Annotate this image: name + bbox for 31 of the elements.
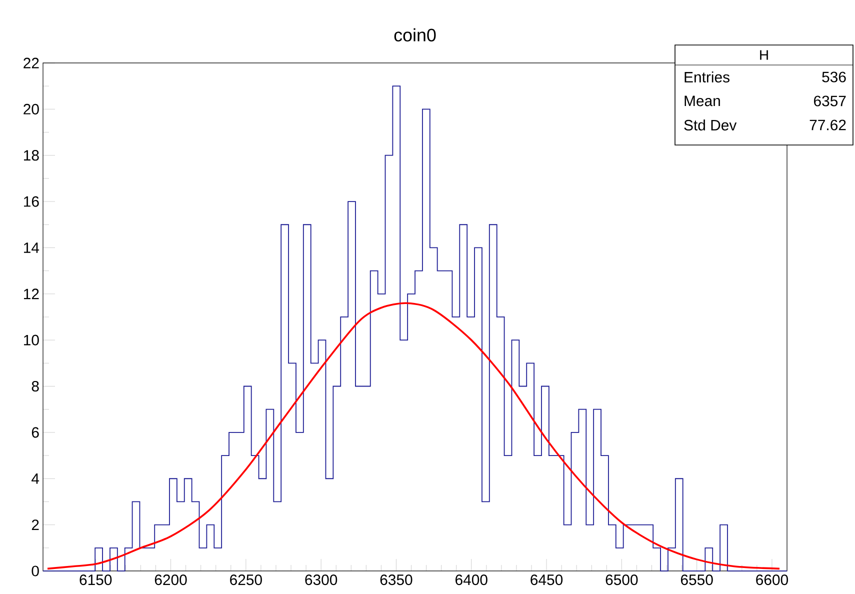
y-tick-label: 4: [32, 473, 40, 484]
line-series: [46, 302, 780, 570]
x-tick-label: 6300: [305, 574, 338, 586]
text: 536: [822, 72, 846, 82]
annotation: Std Dev: [684, 120, 737, 130]
chart-title: coin0: [394, 28, 436, 42]
x-tick-label: 6450: [530, 574, 563, 586]
y-tick-label: 18: [24, 150, 39, 161]
text: 6357: [814, 96, 846, 106]
y-tick-label: 20: [24, 104, 39, 114]
y-tick-label: 8: [32, 380, 39, 392]
text: 77.62: [810, 120, 846, 130]
annotation: Entries: [684, 72, 730, 82]
text: H: [760, 50, 768, 60]
x-tick-label: 6400: [456, 574, 488, 586]
y-tick-label: 14: [24, 242, 40, 253]
x-tick-label: 6200: [154, 574, 187, 586]
y-tick-label: 0: [32, 566, 39, 576]
y-tick-label: 12: [24, 288, 39, 300]
y-tick-label: 6: [32, 427, 39, 438]
y-tick-label: 10: [24, 334, 39, 346]
x-tick-label: 6600: [756, 574, 788, 586]
y-tick-label: 16: [24, 196, 39, 207]
x-tick-label: 6150: [80, 574, 112, 586]
y-tick-label: 2: [32, 520, 39, 530]
y-tick-label: 22: [24, 58, 39, 68]
x-tick-label: 6350: [380, 574, 412, 586]
x-tick-label: 6500: [606, 574, 638, 586]
annotation: Mean: [684, 96, 720, 106]
x-tick-label: 6250: [230, 574, 262, 586]
x-tick-label: 6550: [680, 574, 713, 586]
